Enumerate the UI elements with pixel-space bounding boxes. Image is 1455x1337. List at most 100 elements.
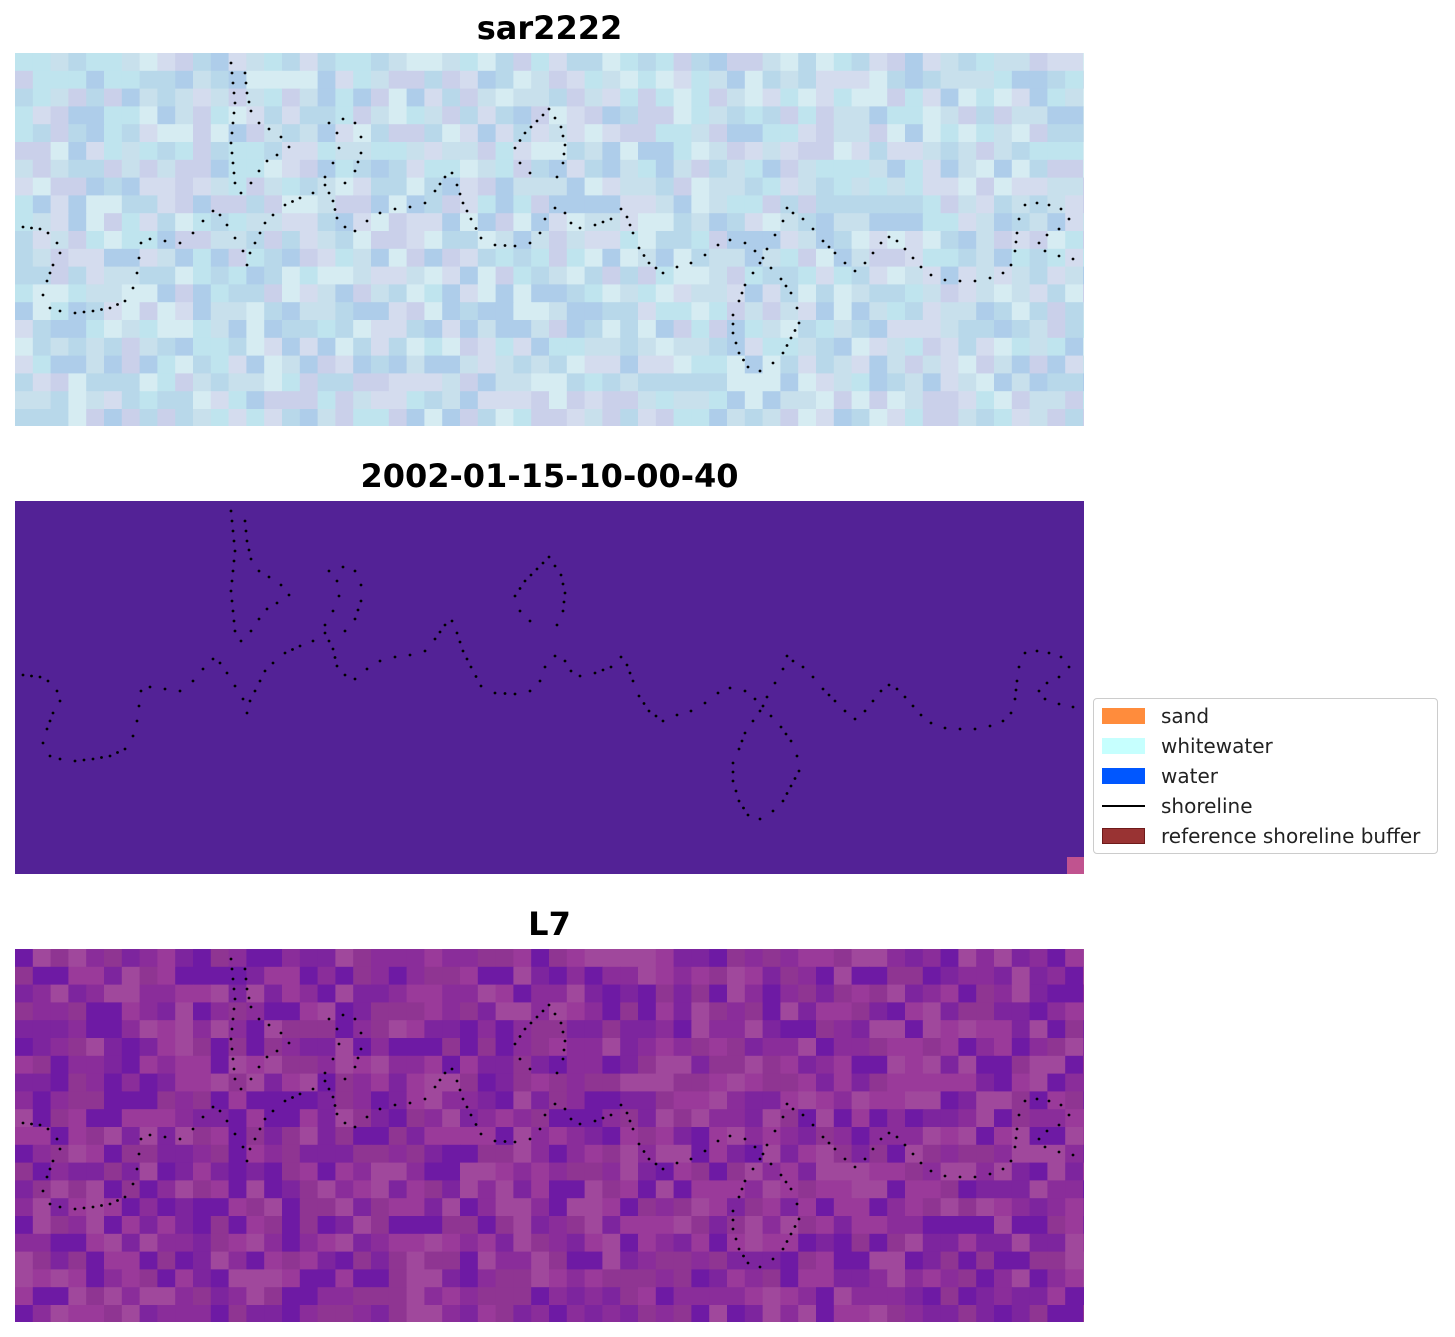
shoreline-dot [232, 91, 236, 95]
shoreline-dot [785, 1102, 789, 1106]
sar-pixel [335, 177, 354, 196]
sar-pixel [477, 373, 497, 392]
index-pixel [816, 1002, 835, 1021]
sar-pixel [335, 409, 354, 426]
shoreline-dot [1071, 705, 1075, 709]
shoreline-dot [1067, 665, 1071, 669]
shoreline-dot [547, 107, 551, 111]
sar-pixel [157, 409, 176, 426]
index-pixel [976, 1216, 995, 1235]
sar-pixel [50, 284, 69, 303]
shoreline-dot [191, 1127, 195, 1131]
sar-pixel [922, 373, 942, 392]
index-pixel [549, 1091, 568, 1110]
index-pixel [371, 1269, 390, 1288]
sar-pixel [353, 231, 372, 250]
sar-pixel [477, 88, 497, 107]
index-pixel [264, 1180, 283, 1199]
sar-pixel [193, 195, 212, 214]
sar-pixel [264, 355, 283, 374]
shoreline-dot [895, 239, 899, 243]
sar-pixel [282, 88, 301, 107]
shoreline-dot [631, 679, 635, 683]
index-pixel [798, 1216, 817, 1235]
index-pixel [566, 1109, 586, 1128]
sar-pixel [620, 70, 639, 90]
sar-pixel [139, 177, 158, 196]
sar-pixel [513, 53, 532, 72]
sar-pixel [210, 320, 230, 339]
sar-pixel [282, 302, 301, 321]
sar-pixel [139, 231, 158, 250]
sar-pixel [157, 213, 176, 232]
index-pixel [655, 1233, 675, 1253]
sar-pixel [371, 106, 390, 125]
sar-pixel [762, 195, 781, 214]
sar-pixel [922, 159, 942, 179]
shoreline-dot [528, 619, 532, 623]
shoreline-dot [543, 1113, 547, 1117]
shoreline-dot [737, 351, 741, 355]
index-pixel [638, 1127, 657, 1146]
index-pixel [922, 1002, 942, 1021]
shoreline-dot [233, 549, 237, 553]
index-pixel [68, 1055, 87, 1075]
shoreline-dot [593, 223, 597, 227]
sar-pixel [246, 320, 265, 339]
index-pixel [922, 1109, 942, 1128]
index-pixel [371, 1091, 390, 1110]
index-pixel [744, 1020, 764, 1039]
shoreline-dot [737, 1195, 741, 1199]
index-pixel [495, 1180, 514, 1199]
sar-pixel [727, 88, 746, 107]
index-pixel [246, 1091, 265, 1110]
index-pixel [371, 1002, 390, 1021]
sar-pixel [157, 159, 176, 179]
index-pixel [602, 1305, 621, 1322]
index-pixel [246, 1144, 265, 1164]
sar-pixel [388, 337, 408, 357]
index-pixel [121, 1002, 141, 1021]
sar-pixel [709, 142, 728, 161]
shoreline-dot [271, 213, 275, 217]
sar-pixel [798, 142, 817, 161]
index-pixel [940, 1109, 959, 1128]
sar-pixel [121, 284, 141, 303]
sar-pixel [335, 70, 354, 90]
index-pixel [1011, 1109, 1031, 1128]
index-pixel [887, 1180, 906, 1199]
index-pixel [1047, 1162, 1066, 1181]
shoreline-dot [249, 109, 253, 113]
shoreline-dot [245, 711, 249, 715]
shoreline-dot [231, 529, 235, 533]
shoreline-dot [233, 1132, 237, 1136]
sar-pixel [460, 159, 479, 179]
sar-pixel [335, 284, 354, 303]
shoreline-dot [769, 266, 773, 270]
sar-pixel [246, 248, 265, 268]
sar-pixel [1047, 248, 1066, 268]
index-pixel [388, 1287, 408, 1306]
index-pixel [994, 1269, 1013, 1288]
index-pixel [50, 1091, 69, 1110]
index-pixel [513, 1198, 532, 1217]
sar-pixel [905, 409, 924, 426]
index-pixel [424, 984, 443, 1003]
shoreline-dot [58, 757, 62, 761]
index-pixel [851, 1073, 870, 1092]
sar-pixel [549, 391, 568, 410]
index-pixel [638, 1198, 657, 1217]
sar-pixel [50, 337, 69, 357]
sar-pixel [549, 355, 568, 374]
index-pixel [744, 1091, 764, 1110]
shoreline-dot [21, 673, 25, 677]
shoreline-dot [1001, 271, 1005, 275]
shoreline-dot [283, 1099, 287, 1103]
sar-pixel [228, 320, 247, 339]
index-pixel [816, 1144, 835, 1164]
shoreline-dot [335, 216, 339, 220]
index-pixel [228, 1162, 247, 1181]
sar-pixel [727, 70, 746, 90]
index-pixel [317, 1127, 336, 1146]
sar-pixel [388, 231, 408, 250]
